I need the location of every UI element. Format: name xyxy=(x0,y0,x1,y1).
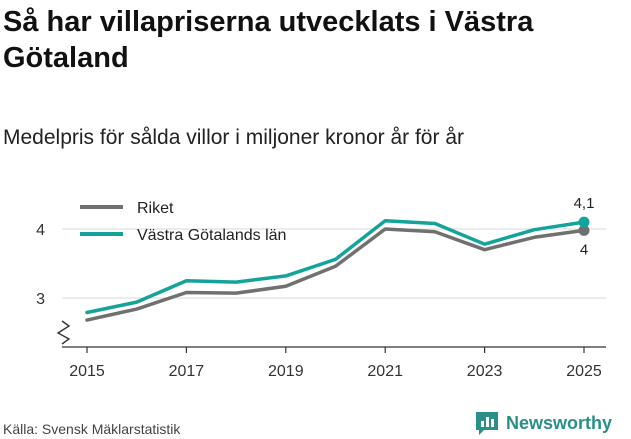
axis-break-marker xyxy=(56,320,71,345)
y-tick-label: 3 xyxy=(36,291,45,308)
series-line-vastra-gotaland xyxy=(85,218,586,315)
series-line-riket xyxy=(85,227,586,322)
x-tick-label: 2019 xyxy=(268,363,304,380)
legend: Riket Västra Götalands län xyxy=(80,200,286,244)
chart-title: Så har villapriserna utvecklats i Västra… xyxy=(3,6,534,74)
x-tick-label: 2023 xyxy=(467,363,503,380)
bar-chart-icon xyxy=(476,412,498,435)
end-label-riket: 4 xyxy=(580,241,588,258)
grid-lines: 34 xyxy=(36,222,606,308)
newsworthy-logo: Newsworthy xyxy=(474,408,612,438)
chart-subtitle: Medelpris för sålda villor i miljoner kr… xyxy=(3,126,464,149)
brand-name: Newsworthy xyxy=(506,412,613,433)
end-label-vastra-gotaland: 4,1 xyxy=(574,195,595,212)
end-marker-vastra-gotaland xyxy=(578,216,590,228)
end-marker-riket xyxy=(578,224,590,236)
series-lines: 44,1 xyxy=(85,195,595,322)
line-chart: 34 2015 2017 2019 2021 2023 2025 44,1 RiketVä… xyxy=(36,195,606,380)
source-note: Källa: Svensk Mäklarstatistik xyxy=(3,421,181,437)
y-tick-label: 4 xyxy=(36,222,45,239)
x-tick-label: 2015 xyxy=(69,363,105,380)
legend-item-riket-label: Riket xyxy=(137,200,174,217)
x-tick-label: 2025 xyxy=(566,363,602,380)
legend-item-vastra-gotaland-label: Västra Götalands län xyxy=(137,227,286,244)
x-axis: 2015 2017 2019 2021 2023 2025 xyxy=(56,320,606,380)
x-tick-label: 2021 xyxy=(367,363,403,380)
x-tick-label: 2017 xyxy=(169,363,205,380)
